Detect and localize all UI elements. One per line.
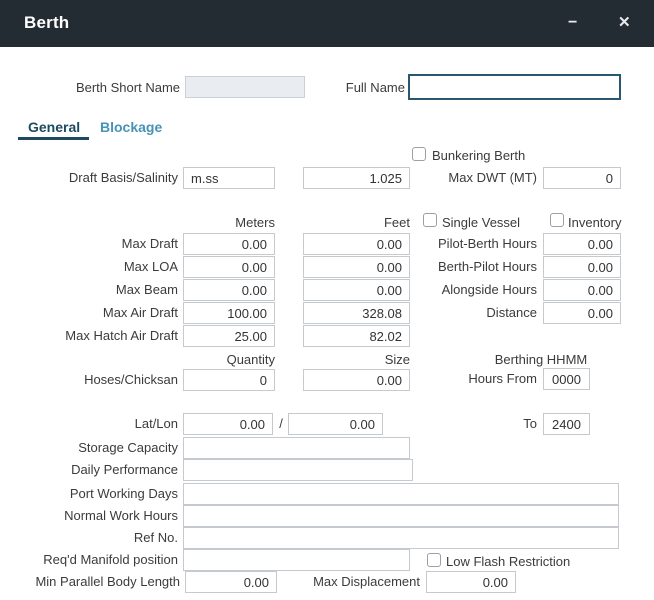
normal-work-hours-input[interactable] [183, 505, 619, 527]
quantity-header: Quantity [175, 352, 275, 368]
max-hatch-air-draft-meters-input[interactable] [183, 325, 275, 347]
meters-header: Meters [175, 215, 275, 231]
max-displacement-label: Max Displacement [300, 574, 420, 590]
distance-input[interactable] [543, 302, 621, 324]
distance-label: Distance [390, 305, 537, 321]
berthing-hhmm-header: Berthing HHMM [480, 352, 602, 368]
titlebar[interactable]: Berth − ✕ [0, 0, 654, 47]
berth-dialog: Berth − ✕ Berth Short Name Full Name Gen… [0, 0, 654, 600]
lat-lon-separator: / [275, 416, 287, 432]
alongside-hours-input[interactable] [543, 279, 621, 301]
hours-from-input[interactable] [543, 368, 590, 390]
size-header: Size [310, 352, 410, 368]
storage-capacity-input[interactable] [183, 437, 410, 459]
alongside-hours-label: Alongside Hours [390, 282, 537, 298]
max-beam-label: Max Beam [0, 282, 178, 298]
min-parallel-body-length-input[interactable] [185, 571, 277, 593]
max-air-draft-label: Max Air Draft [0, 305, 178, 321]
hoses-chicksan-label: Hoses/Chicksan [0, 372, 178, 388]
normal-work-hours-label: Normal Work Hours [0, 508, 178, 524]
hours-from-label: Hours From [440, 371, 537, 387]
bunkering-berth-checkbox[interactable] [412, 147, 426, 161]
low-flash-restriction-label: Low Flash Restriction [446, 554, 586, 570]
pilot-berth-hours-input[interactable] [543, 233, 621, 255]
bunkering-berth-label: Bunkering Berth [432, 148, 542, 164]
max-loa-label: Max LOA [0, 259, 178, 275]
max-draft-label: Max Draft [0, 236, 178, 252]
inventory-checkbox[interactable] [550, 213, 564, 227]
lon-input[interactable] [288, 413, 383, 435]
storage-capacity-label: Storage Capacity [0, 440, 178, 456]
berth-pilot-hours-label: Berth-Pilot Hours [390, 259, 537, 275]
max-hatch-air-draft-feet-input[interactable] [303, 325, 410, 347]
hoses-size-input[interactable] [303, 369, 410, 391]
single-vessel-label: Single Vessel [442, 215, 534, 231]
salinity-input[interactable] [303, 167, 410, 189]
ref-no-label: Ref No. [0, 530, 178, 546]
tab-general[interactable]: General [28, 119, 80, 135]
draft-basis-label: Draft Basis/Salinity [20, 170, 178, 186]
tab-blockage[interactable]: Blockage [100, 119, 162, 135]
max-dwt-input[interactable] [543, 167, 621, 189]
close-icon[interactable]: ✕ [618, 12, 631, 34]
lat-input[interactable] [183, 413, 273, 435]
min-parallel-body-length-label: Min Parallel Body Length [0, 574, 180, 590]
daily-performance-label: Daily Performance [0, 462, 178, 478]
max-beam-meters-input[interactable] [183, 279, 275, 301]
inventory-label: Inventory [568, 215, 628, 231]
max-displacement-input[interactable] [426, 571, 516, 593]
single-vessel-checkbox[interactable] [423, 213, 437, 227]
full-name-label: Full Name [325, 80, 405, 96]
draft-basis-input[interactable] [183, 167, 275, 189]
max-draft-meters-input[interactable] [183, 233, 275, 255]
berth-pilot-hours-input[interactable] [543, 256, 621, 278]
port-working-days-label: Port Working Days [0, 486, 178, 502]
ref-no-input[interactable] [183, 527, 619, 549]
dialog-title: Berth [24, 13, 69, 33]
pilot-berth-hours-label: Pilot-Berth Hours [390, 236, 537, 252]
lat-lon-label: Lat/Lon [0, 416, 178, 432]
hours-to-label: To [480, 416, 537, 432]
manifold-position-input[interactable] [183, 549, 410, 571]
active-tab-underline [18, 137, 89, 140]
berth-short-name-input[interactable] [185, 76, 305, 98]
max-air-draft-meters-input[interactable] [183, 302, 275, 324]
low-flash-restriction-checkbox[interactable] [427, 553, 441, 567]
berth-short-name-label: Berth Short Name [40, 80, 180, 96]
max-loa-meters-input[interactable] [183, 256, 275, 278]
max-dwt-label: Max DWT (MT) [420, 170, 537, 186]
hours-to-input[interactable] [543, 413, 590, 435]
full-name-input[interactable] [408, 74, 621, 100]
port-working-days-input[interactable] [183, 483, 619, 505]
max-hatch-air-draft-label: Max Hatch Air Draft [0, 328, 178, 344]
daily-performance-input[interactable] [183, 459, 413, 481]
manifold-position-label: Req'd Manifold position [0, 552, 178, 568]
hoses-quantity-input[interactable] [183, 369, 275, 391]
minimize-icon[interactable]: − [568, 12, 577, 34]
feet-header: Feet [310, 215, 410, 231]
